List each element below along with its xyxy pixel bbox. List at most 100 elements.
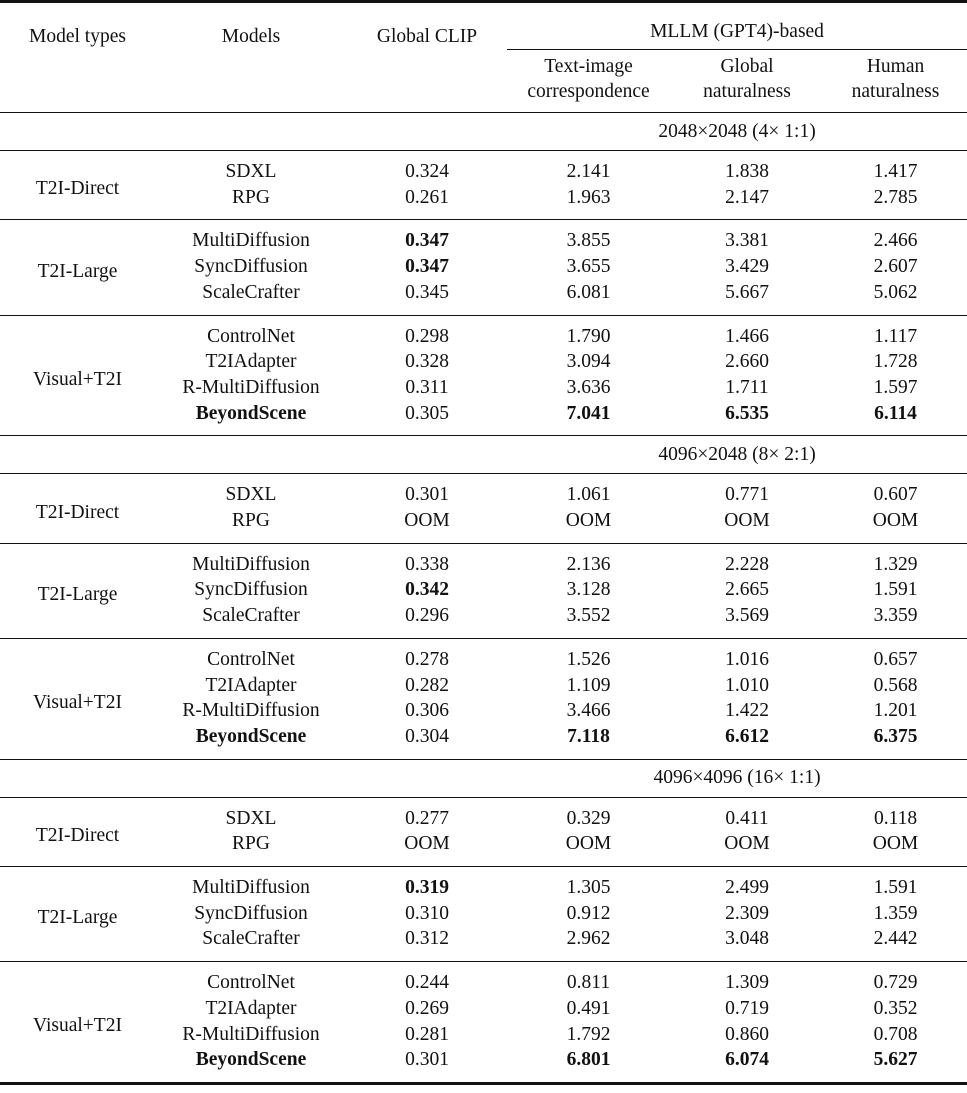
- global-naturalness-cell: OOM: [670, 508, 824, 544]
- model-name-cell: BeyondScene: [155, 1047, 347, 1085]
- global-naturalness-cell: 3.569: [670, 603, 824, 639]
- text-image-cell: 1.305: [566, 877, 611, 899]
- global-clip-cell: 0.345: [347, 279, 507, 316]
- section-spacer: [0, 759, 507, 798]
- text-image-cell: 3.128: [566, 579, 611, 601]
- global-naturalness-cell: 6.074: [670, 1047, 824, 1085]
- human-naturalness-cell: 5.627: [824, 1047, 967, 1085]
- global-clip-cell: 0.282: [405, 674, 449, 696]
- global-naturalness-cell: 2.309: [725, 902, 769, 924]
- header-human-naturalness: Human naturalness: [824, 49, 967, 113]
- table-row: Visual+T2I ControlNet 0.298 1.790 1.466 1.117: [0, 315, 967, 437]
- text-image-cell: 0.811: [566, 972, 611, 994]
- text-image-cell: 3.552: [507, 603, 670, 639]
- global-clip-cell: 0.261: [347, 184, 507, 221]
- text-image-cell: 0.912: [566, 902, 611, 924]
- text-image-cell: 6.081: [507, 279, 670, 316]
- human-naturalness-cell: 6.114: [824, 400, 967, 437]
- human-naturalness-cell: 2.785: [824, 184, 967, 221]
- human-naturalness-cell: 0.568: [873, 674, 918, 696]
- global-naturalness-cell: 1.422: [725, 700, 769, 722]
- human-naturalness-cell: 2.466: [873, 230, 918, 252]
- model-name-cell: MultiDiffusion: [192, 877, 310, 899]
- human-naturalness-cell: 1.591: [873, 877, 918, 899]
- header-text-image-correspondence: Text-image correspondence: [507, 49, 670, 113]
- table-row: T2IAdapter 0.328 3.094 2.660 1.728: [0, 349, 967, 375]
- table-row: T2I-Direct SDXL 0.324 2.141 1.838 1.417: [0, 150, 967, 221]
- table-row: RPG OOM OOM OOM OOM: [0, 508, 967, 544]
- table-row: T2IAdapter 0.282 1.109 1.010 0.568: [0, 673, 967, 699]
- section-label: 4096×2048 (8× 2:1): [507, 435, 967, 475]
- model-type-cell: Visual+T2I: [0, 638, 155, 760]
- global-clip-cell: 0.342: [405, 579, 449, 601]
- text-image-cell: 0.491: [566, 997, 611, 1019]
- global-naturalness-cell: 0.860: [725, 1023, 769, 1045]
- global-naturalness-cell: 5.667: [670, 279, 824, 316]
- model-name-cell: MultiDiffusion: [192, 553, 310, 575]
- header-line: Global: [720, 56, 774, 77]
- header-line: correspondence: [527, 81, 650, 102]
- global-clip-cell: 0.298: [405, 325, 449, 347]
- model-name-cell: RPG: [155, 508, 347, 544]
- model-name-cell: R-MultiDiffusion: [182, 1023, 320, 1045]
- global-naturalness-cell: 2.228: [725, 553, 769, 575]
- human-naturalness-cell: 3.359: [824, 603, 967, 639]
- table-row: ScaleCrafter 0.345 6.081 5.667 5.062: [0, 279, 967, 316]
- model-type-cell: T2I-Large: [0, 866, 155, 963]
- global-clip-cell: 0.277: [405, 807, 449, 829]
- header-line: naturalness: [703, 81, 791, 102]
- model-type-cell: T2I-Direct: [0, 797, 155, 868]
- model-name-cell: MultiDiffusion: [192, 230, 310, 252]
- human-naturalness-cell: 0.352: [873, 997, 918, 1019]
- section-row: 2048×2048 (4× 1:1): [0, 112, 967, 151]
- human-naturalness-cell: OOM: [824, 508, 967, 544]
- human-naturalness-cell: 1.597: [873, 376, 918, 398]
- text-image-cell: 1.963: [507, 184, 670, 221]
- global-clip-cell: 0.312: [347, 926, 507, 963]
- section-label: 2048×2048 (4× 1:1): [507, 112, 967, 151]
- model-name-cell: ScaleCrafter: [155, 279, 347, 316]
- model-name-cell: SDXL: [225, 161, 277, 182]
- model-name-cell: BeyondScene: [155, 723, 347, 760]
- model-name-cell: SyncDiffusion: [194, 579, 308, 601]
- table-row: R-MultiDiffusion 0.306 3.466 1.422 1.201: [0, 698, 967, 724]
- model-name-cell: T2IAdapter: [205, 674, 297, 696]
- global-naturalness-cell: 1.711: [725, 376, 769, 398]
- global-clip-cell: 0.305: [347, 400, 507, 437]
- global-clip-cell: 0.319: [405, 877, 449, 899]
- table-row: BeyondScene 0.301 6.801 6.074 5.627: [0, 1047, 967, 1085]
- text-image-cell: OOM: [507, 831, 670, 868]
- global-clip-cell: 0.311: [405, 376, 449, 398]
- global-clip-cell: 0.281: [405, 1023, 449, 1045]
- table-header: Model types Models Global CLIP MLLM (GPT…: [0, 0, 967, 113]
- global-naturalness-cell: 2.660: [725, 351, 769, 373]
- text-image-cell: 0.329: [566, 807, 611, 829]
- human-naturalness-cell: 6.375: [824, 723, 967, 760]
- global-naturalness-cell: 0.719: [725, 997, 769, 1019]
- human-naturalness-cell: OOM: [824, 831, 967, 868]
- text-image-cell: 7.118: [507, 723, 670, 760]
- text-image-cell: 1.526: [566, 648, 611, 670]
- table-row: SyncDiffusion 0.342 3.128 2.665 1.591: [0, 577, 967, 603]
- human-naturalness-cell: 1.117: [873, 325, 918, 347]
- table-row: R-MultiDiffusion 0.281 1.792 0.860 0.708: [0, 1022, 967, 1048]
- table-row: T2I-Large MultiDiffusion 0.319 1.305 2.499 1.…: [0, 866, 967, 963]
- model-name-cell: SDXL: [225, 484, 277, 506]
- text-image-cell: 6.801: [507, 1047, 670, 1085]
- table-row: T2I-Direct SDXL 0.301 1.061 0.771 0.607: [0, 473, 967, 544]
- global-clip-cell: 0.304: [347, 723, 507, 760]
- global-clip-cell: 0.347: [405, 230, 449, 252]
- section-row: 4096×2048 (8× 2:1): [0, 435, 967, 475]
- model-name-cell: RPG: [155, 831, 347, 868]
- model-name-cell: ScaleCrafter: [155, 603, 347, 639]
- global-clip-cell: 0.306: [405, 700, 449, 722]
- human-naturalness-cell: 1.728: [873, 351, 918, 373]
- model-name-cell: R-MultiDiffusion: [182, 700, 320, 722]
- table-row: BeyondScene 0.305 7.041 6.535 6.114: [0, 400, 967, 437]
- human-naturalness-cell: 0.657: [873, 648, 918, 670]
- human-naturalness-cell: 2.607: [873, 256, 918, 278]
- model-name-cell: SyncDiffusion: [194, 902, 308, 924]
- table-row: RPG OOM OOM OOM OOM: [0, 831, 967, 868]
- header-mllm-group: MLLM (GPT4)-based: [507, 0, 967, 50]
